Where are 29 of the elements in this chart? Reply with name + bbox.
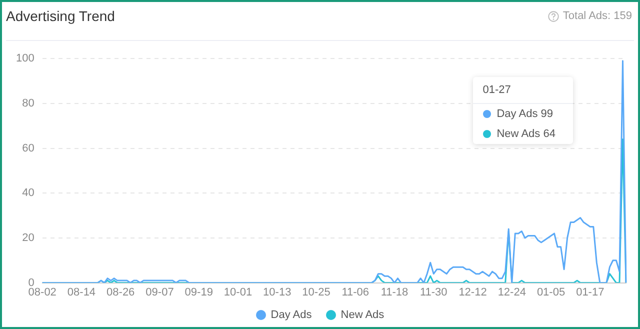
annotation: Day Ads 99 — [496, 108, 554, 120]
x-tick-label: 08-02 — [28, 286, 56, 298]
y-tick-label: 100 — [16, 52, 34, 65]
annotation: 01-27 — [472, 76, 573, 104]
y-tick-label: 20 — [22, 232, 34, 244]
x-tick-label: 08-14 — [67, 286, 96, 298]
legend-label: Day Ads — [270, 309, 312, 321]
y-tick-label: 0 — [28, 276, 34, 289]
y-tick-label: 60 — [22, 142, 34, 154]
x-tick-label: 09-19 — [184, 286, 213, 298]
x-tick-label: 01-17 — [576, 286, 604, 298]
text: Total Ads: 159 — [562, 10, 632, 22]
annotation: New Ads 64 — [496, 128, 556, 140]
x-tick-label: 10-13 — [263, 286, 292, 298]
x-tick-label: 11-06 — [342, 286, 370, 298]
legend-label: New Ads — [340, 309, 384, 321]
y-tick-label: 80 — [22, 97, 34, 110]
x-tick-label: 10-01 — [224, 286, 252, 298]
x-tick-label: 12-24 — [498, 286, 526, 298]
x-tick-label: 11-30 — [420, 286, 448, 298]
x-tick-label: 08-26 — [106, 286, 135, 298]
x-tick-label: 01-05 — [536, 286, 566, 298]
x-tick-label: 10-25 — [302, 286, 330, 298]
tooltip-box: 01-27 Day Ads 99 New Ads 64 — [472, 76, 573, 144]
chart-title: Advertising Trend — [6, 8, 115, 24]
x-tick-label: 11-18 — [380, 286, 408, 298]
x-tick-label: 12-12 — [458, 286, 487, 298]
x-tick-label: 09-07 — [146, 286, 174, 298]
y-tick-label: 40 — [22, 187, 34, 200]
